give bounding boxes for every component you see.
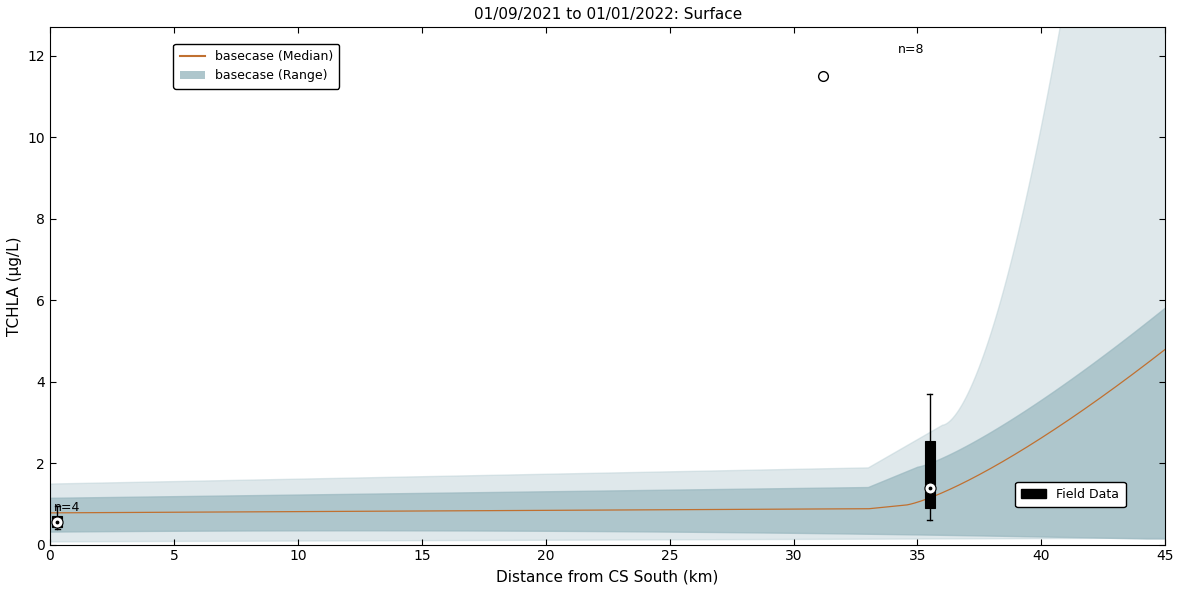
Legend: Field Data: Field Data: [1016, 482, 1125, 507]
basecase (Median): [921, 495, 935, 502]
basecase (Median): [586, 506, 600, 514]
basecase (Median): [1125, 371, 1140, 378]
Text: n=4: n=4: [53, 502, 80, 515]
X-axis label: Distance from CS South (km): Distance from CS South (km): [496, 569, 719, 584]
Bar: [925, 441, 935, 508]
basecase (Median): [1125, 371, 1140, 378]
basecase (Median): [555, 507, 569, 514]
basecase (Median): [43, 509, 57, 517]
Y-axis label: TCHLA (µg/L): TCHLA (µg/L): [7, 236, 22, 336]
Bar: [52, 516, 63, 527]
Text: n=8: n=8: [898, 43, 924, 56]
basecase (Median): [100, 509, 115, 516]
Title: 01/09/2021 to 01/01/2022: Surface: 01/09/2021 to 01/01/2022: Surface: [474, 7, 742, 22]
Line: basecase (Median): basecase (Median): [50, 349, 1166, 513]
basecase (Median): [1159, 346, 1173, 353]
